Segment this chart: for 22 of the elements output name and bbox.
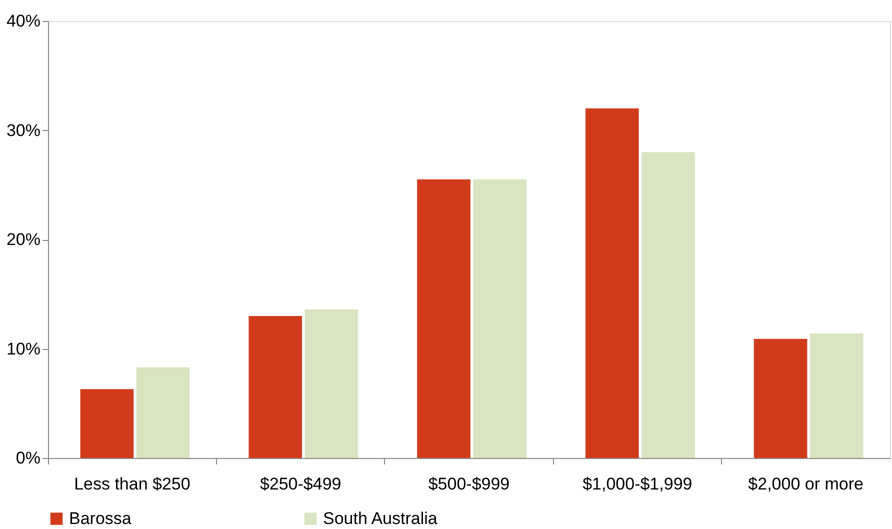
bar — [754, 338, 808, 458]
x-tick-label: $500-$999 — [428, 474, 510, 494]
legend-label: Barossa — [69, 508, 132, 528]
bar — [136, 367, 190, 458]
bar — [585, 108, 639, 458]
bar — [473, 179, 527, 458]
y-tick-label: 40% — [6, 12, 40, 30]
bar — [80, 389, 134, 458]
legend-label: South Australia — [323, 508, 438, 528]
x-tick-label: $1,000-$1,999 — [582, 474, 692, 494]
bar — [810, 333, 864, 458]
x-tick-label: Less than $250 — [74, 474, 190, 494]
bar — [417, 179, 470, 458]
y-tick-label: 20% — [6, 230, 40, 249]
x-tick-label: $250-$499 — [260, 474, 342, 494]
bar — [642, 152, 695, 458]
y-tick-label: 0% — [16, 448, 40, 468]
bar — [304, 309, 358, 458]
y-tick-label: 10% — [6, 339, 40, 358]
bar — [248, 316, 302, 458]
x-tick-label: $2,000 or more — [748, 474, 864, 494]
y-tick-label: 30% — [6, 120, 40, 140]
